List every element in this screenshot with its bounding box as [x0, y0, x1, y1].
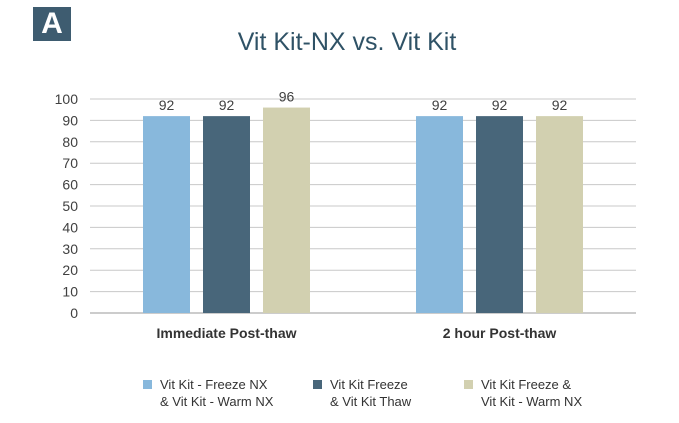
data-label-2-2: 92 [492, 97, 508, 113]
category-labels: Immediate Post-thaw 2 hour Post-thaw [156, 325, 556, 341]
legend-label-1-line-2: & Vit Kit - Warm NX [160, 394, 274, 409]
data-labels: 92 92 96 92 92 92 [159, 89, 568, 114]
legend-label-3-line-1: Vit Kit Freeze & [481, 377, 571, 392]
category-label-1: Immediate Post-thaw [156, 325, 296, 341]
panel-label-badge: A [33, 7, 71, 41]
legend-label-2-line-1: Vit Kit Freeze [330, 377, 408, 392]
legend-swatch-1 [143, 380, 152, 389]
y-axis-ticks: 0 10 20 30 40 50 60 70 80 90 100 [55, 91, 79, 321]
y-tick-label-90: 90 [62, 112, 78, 128]
y-tick-label-100: 100 [55, 91, 79, 107]
legend-swatch-3 [464, 380, 473, 389]
data-label-2-3: 92 [552, 97, 568, 113]
y-tick-label-60: 60 [62, 177, 78, 193]
bar-1-1 [143, 116, 190, 314]
legend-label-2-line-2: & Vit Kit Thaw [330, 394, 412, 409]
y-tick-label-70: 70 [62, 155, 78, 171]
legend-label-3-line-2: Vit Kit - Warm NX [481, 394, 582, 409]
bar-1-2 [203, 116, 250, 314]
legend: Vit Kit - Freeze NX & Vit Kit - Warm NX Vi… [143, 377, 582, 409]
bars [143, 107, 583, 314]
y-tick-label-50: 50 [62, 198, 78, 214]
y-tick-label-30: 30 [62, 241, 78, 257]
bar-2-1 [416, 116, 463, 314]
y-tick-label-20: 20 [62, 262, 78, 278]
legend-swatch-2 [313, 380, 322, 389]
data-label-2-1: 92 [432, 97, 448, 113]
category-label-2: 2 hour Post-thaw [443, 325, 557, 341]
y-tick-label-80: 80 [62, 134, 78, 150]
chart-title: Vit Kit-NX vs. Vit Kit [238, 28, 457, 56]
y-tick-label-10: 10 [62, 284, 78, 300]
data-label-1-1: 92 [159, 97, 175, 113]
legend-label-1-line-1: Vit Kit - Freeze NX [160, 377, 268, 392]
bar-2-2 [476, 116, 523, 314]
y-tick-label-0: 0 [70, 305, 78, 321]
bar-2-3 [536, 116, 583, 314]
data-label-1-3: 96 [279, 89, 295, 105]
data-label-1-2: 92 [219, 97, 235, 113]
bar-1-3 [263, 107, 310, 313]
y-tick-label-40: 40 [62, 219, 78, 235]
